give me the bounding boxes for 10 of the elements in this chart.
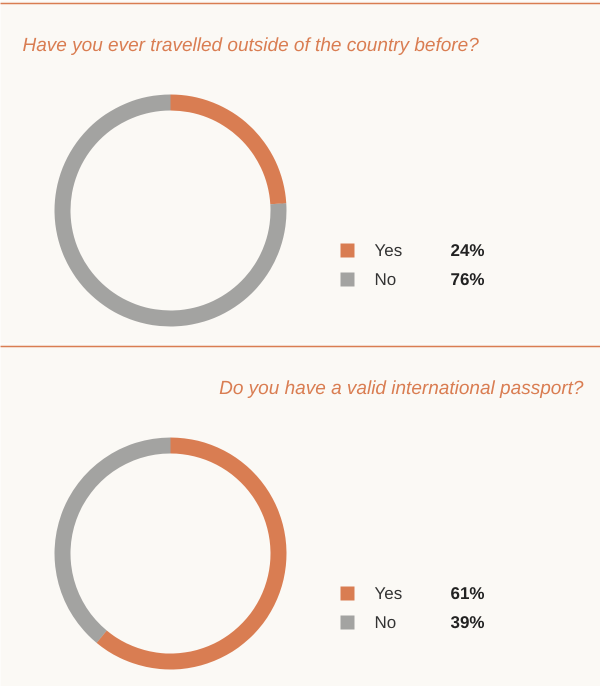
data-label: 24% bbox=[450, 241, 485, 260]
legend-label: No bbox=[374, 270, 396, 289]
chart-title: Have you ever travelled outside of the country before? bbox=[22, 35, 480, 56]
legend-label: No bbox=[374, 613, 396, 632]
data-label: 76% bbox=[450, 270, 485, 289]
legend-label: Yes bbox=[374, 584, 402, 603]
legend-label: Yes bbox=[374, 241, 402, 260]
chart-title: Do you have a valid international passport? bbox=[219, 378, 584, 399]
data-label: 39% bbox=[450, 613, 485, 632]
data-label: 61% bbox=[450, 584, 485, 603]
